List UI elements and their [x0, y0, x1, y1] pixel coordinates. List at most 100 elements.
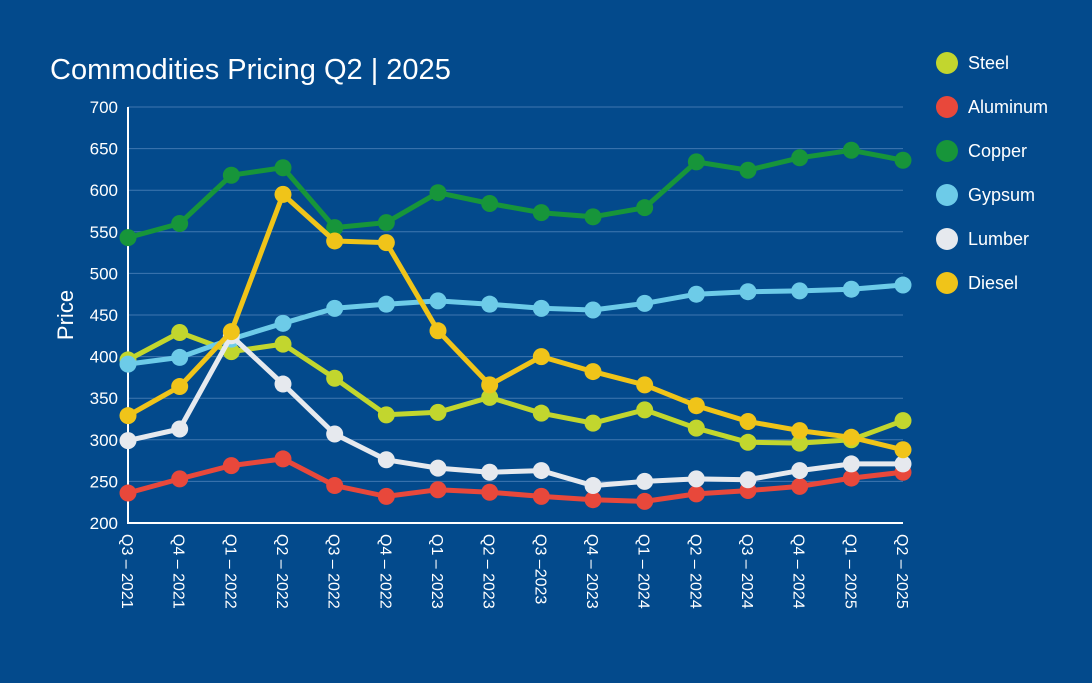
data-point — [481, 483, 499, 501]
data-point — [791, 462, 809, 480]
data-point — [687, 285, 705, 303]
series-gypsum — [119, 276, 912, 373]
data-point — [429, 481, 447, 499]
data-point — [274, 314, 292, 332]
y-tick-label: 450 — [90, 306, 118, 325]
data-point — [274, 450, 292, 468]
legend-marker — [936, 140, 958, 162]
axes — [127, 107, 903, 524]
data-point — [532, 462, 550, 480]
y-tick-label: 600 — [90, 181, 118, 200]
x-tick-label: Q4 – 2021 — [170, 534, 187, 609]
data-point — [377, 406, 395, 424]
data-point — [842, 428, 860, 446]
y-tick-label: 700 — [90, 98, 118, 117]
data-point — [894, 441, 912, 459]
data-point — [481, 388, 499, 406]
series-line — [125, 456, 906, 504]
data-point — [171, 323, 189, 341]
data-point — [222, 323, 240, 341]
x-tick-label: Q2 – 2024 — [686, 534, 703, 609]
x-tick-label: Q2 – 2022 — [273, 534, 290, 609]
chart-title: Commodities Pricing Q2 | 2025 — [50, 54, 451, 86]
data-point — [532, 299, 550, 317]
data-point — [584, 301, 602, 319]
data-point — [171, 378, 189, 396]
data-point — [377, 295, 395, 313]
data-point — [481, 195, 499, 213]
x-tick-label: Q3 – 2024 — [738, 534, 755, 609]
x-tick-label: Q1 – 2024 — [635, 534, 652, 609]
data-point — [584, 363, 602, 381]
x-tick-label: Q1 – 2022 — [221, 534, 238, 609]
legend-marker — [936, 228, 958, 250]
legend-item: Copper — [936, 140, 1027, 162]
series-diesel — [119, 185, 912, 459]
data-point — [222, 166, 240, 184]
data-point — [274, 185, 292, 203]
data-point — [791, 282, 809, 300]
data-point — [894, 151, 912, 169]
data-point — [119, 407, 137, 425]
legend-item: Steel — [936, 52, 1009, 74]
data-point — [636, 492, 654, 510]
data-point — [584, 414, 602, 432]
x-tick-label: Q2 – 2023 — [480, 534, 497, 609]
legend-label: Gypsum — [968, 185, 1035, 205]
data-point — [687, 485, 705, 503]
legend-label: Lumber — [968, 229, 1029, 249]
data-point — [429, 322, 447, 340]
data-point — [894, 455, 912, 473]
data-point — [739, 283, 757, 301]
legend-item: Diesel — [936, 272, 1018, 294]
data-point — [119, 229, 137, 247]
data-point — [274, 159, 292, 177]
series-line — [125, 191, 906, 453]
x-tick-label: Q4 – 2023 — [583, 534, 600, 609]
data-point — [119, 355, 137, 373]
data-point — [429, 459, 447, 477]
y-tick-labels: 200 250 300 350 400 450 500 550 600 650 700 — [90, 98, 118, 533]
series-line — [125, 147, 906, 241]
y-tick-label: 300 — [90, 431, 118, 450]
data-point — [171, 214, 189, 232]
data-point — [739, 161, 757, 179]
series-copper — [119, 141, 912, 247]
legend-marker — [936, 184, 958, 206]
data-point — [739, 412, 757, 430]
y-tick-label: 250 — [90, 472, 118, 491]
data-point — [636, 376, 654, 394]
data-point — [532, 404, 550, 422]
data-point — [171, 348, 189, 366]
series-line — [125, 330, 906, 446]
data-point — [274, 375, 292, 393]
data-point — [429, 403, 447, 421]
legend-label: Aluminum — [968, 97, 1048, 117]
data-point — [687, 153, 705, 171]
data-point — [687, 397, 705, 415]
x-tick-label: Q4 – 2024 — [790, 534, 807, 609]
data-point — [377, 487, 395, 505]
x-tick-label: Q3 – 2021 — [118, 534, 135, 609]
data-point — [636, 401, 654, 419]
y-tick-label: 350 — [90, 389, 118, 408]
data-point — [326, 232, 344, 250]
data-point — [842, 455, 860, 473]
data-point — [119, 484, 137, 502]
legend-marker — [936, 52, 958, 74]
legend-item: Aluminum — [936, 96, 1048, 118]
data-point — [636, 294, 654, 312]
legend-label: Diesel — [968, 273, 1018, 293]
data-point — [687, 419, 705, 437]
data-point — [791, 477, 809, 495]
data-point — [326, 219, 344, 237]
data-point — [636, 199, 654, 217]
series-lumber — [119, 327, 912, 495]
data-point — [739, 471, 757, 489]
legend-marker — [936, 272, 958, 294]
legend-label: Copper — [968, 141, 1027, 161]
data-point — [842, 469, 860, 487]
data-point — [894, 276, 912, 294]
